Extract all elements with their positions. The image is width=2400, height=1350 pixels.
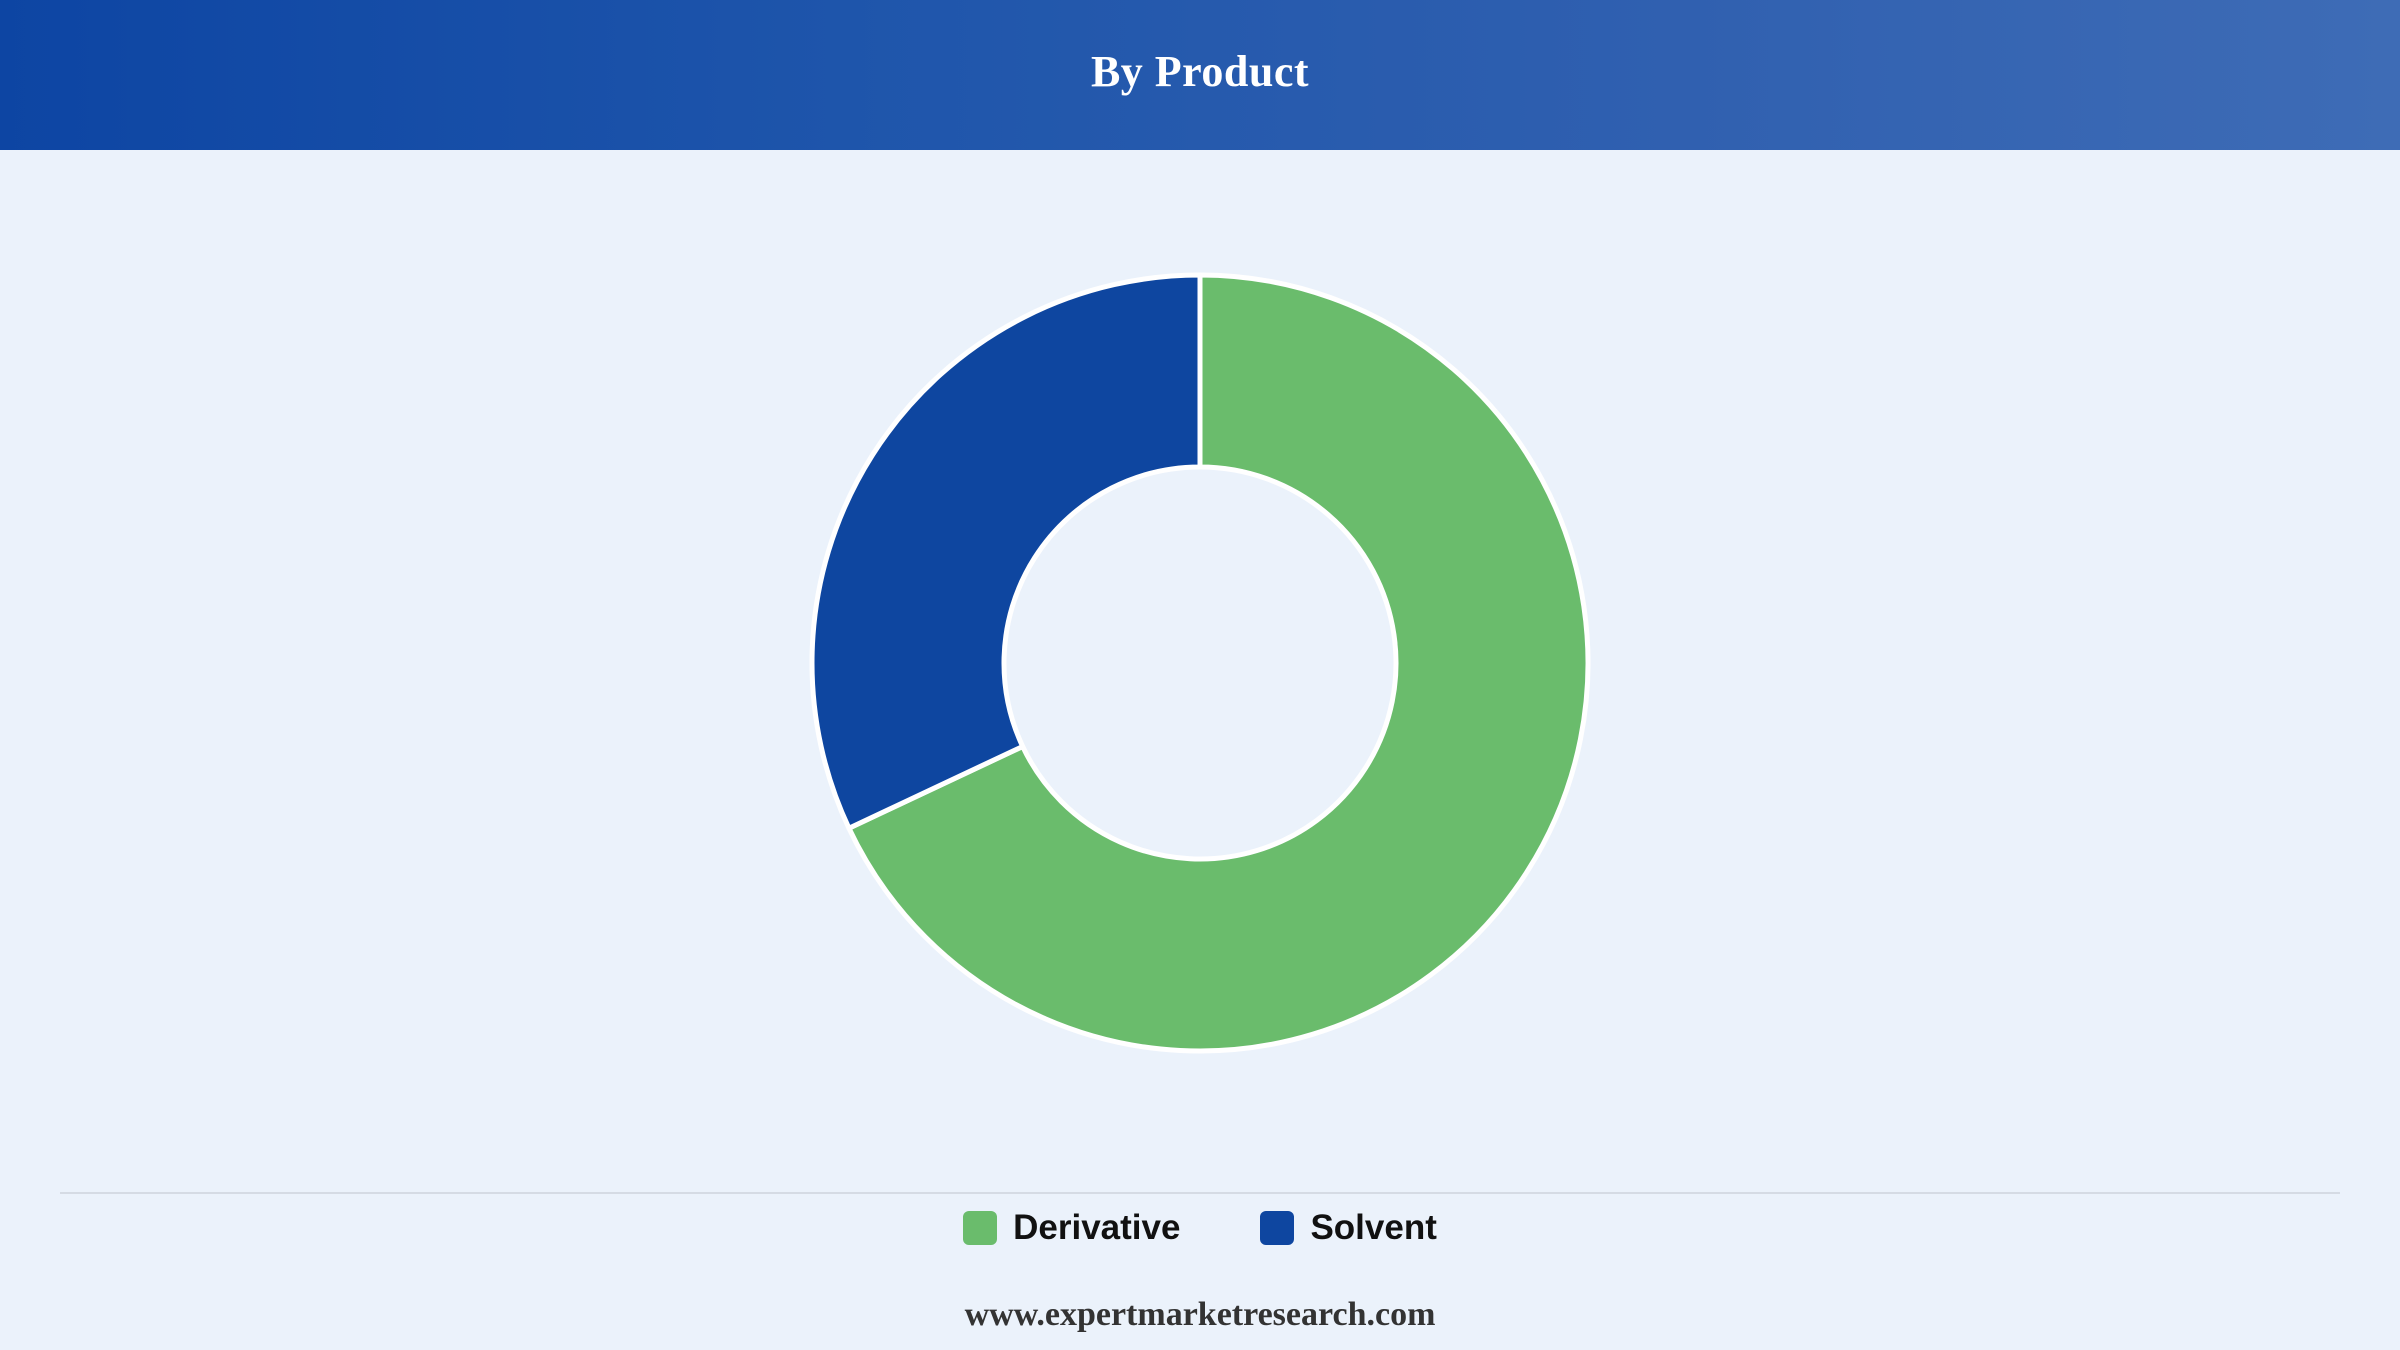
legend-swatch (1260, 1211, 1295, 1245)
chart-area (0, 150, 2400, 1190)
donut-slice-derivative[interactable] (846, 272, 1591, 1054)
legend-item-solvent[interactable]: Solvent (1260, 1208, 1437, 1248)
source-url: www.expertmarketresearch.com (964, 1296, 1436, 1333)
header-banner: By Product (0, 0, 2400, 150)
chart-title: By Product (1090, 46, 1310, 96)
donut-slice-solvent[interactable] (809, 272, 1203, 831)
legend-swatch (963, 1211, 998, 1245)
legend-label: Derivative (1013, 1208, 1181, 1247)
chart-legend: Derivative Solvent (0, 1208, 2400, 1248)
legend-item-derivative[interactable]: Derivative (963, 1208, 1180, 1248)
legend-label: Solvent (1310, 1208, 1437, 1247)
legend-divider (60, 1192, 2340, 1194)
donut-chart (809, 272, 1591, 1054)
